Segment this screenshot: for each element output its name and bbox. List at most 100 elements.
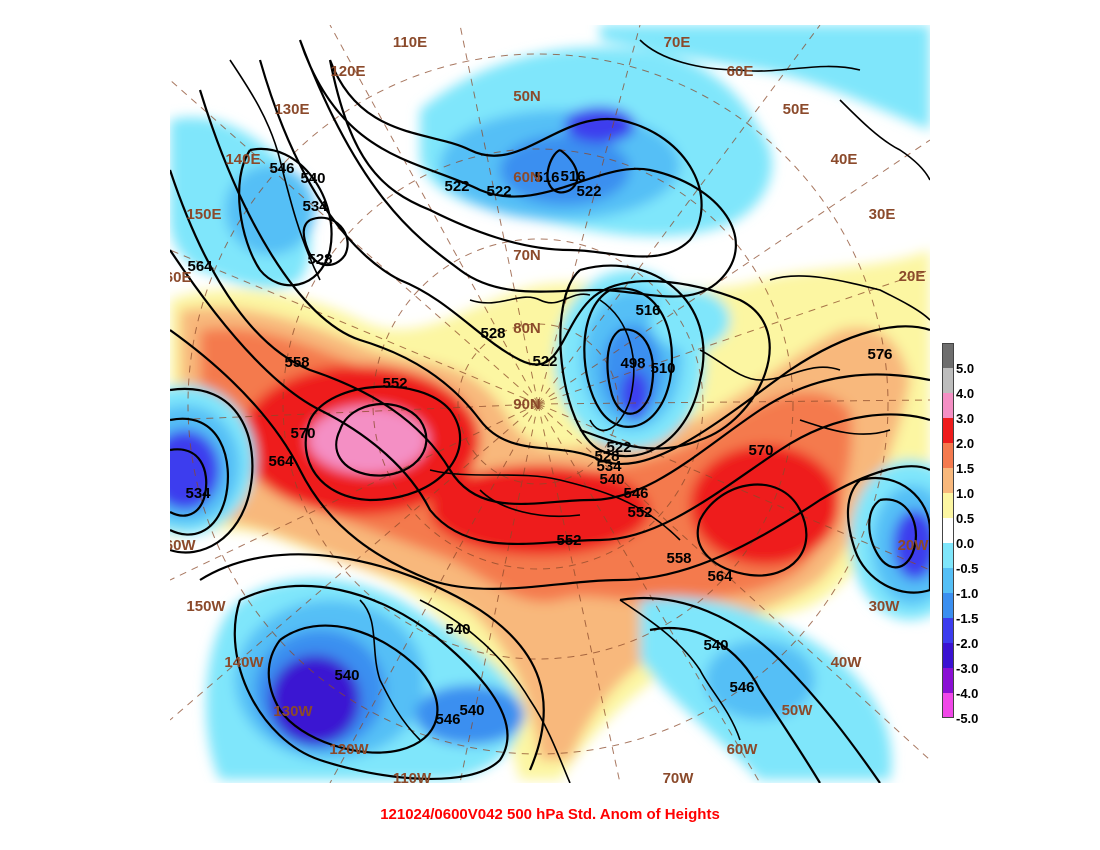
colorbar-swatch [942,343,954,368]
negative-top [600,25,930,130]
colorbar-swatch [942,593,954,618]
lon-label: 20W [898,537,930,554]
colorbar-swatch [942,518,954,543]
lon-label: 70E [664,34,691,51]
contour-label: 528 [307,251,332,268]
contour-label: 546 [435,711,460,728]
contour-label: 522 [486,183,511,200]
contour-label: 528 [594,448,619,465]
map-panel: 546 540 534 528 564 522 522 516 516 522 … [170,25,930,783]
colorbar-swatch [942,418,954,443]
colorbar-label: 0.0 [956,536,975,551]
contour-label: 552 [627,504,652,521]
lon-label: 40E [831,151,858,168]
colorbar-label: 0.5 [956,511,975,526]
colorbar-label: -5.0 [956,711,979,726]
colorbar-label: -1.5 [956,611,979,626]
contour-label: 522 [576,183,601,200]
contour-label: 522 [532,353,557,370]
lon-label: 140W [224,654,264,671]
lon-label: 130W [273,703,313,720]
contour-label: 534 [185,485,211,502]
lon-label: 110W [393,770,432,783]
colorbar-label: 1.0 [956,486,975,501]
contour-label: 546 [269,160,294,177]
contour-label: 540 [459,702,484,719]
lon-label: 120W [329,741,369,758]
colorbar-swatch [942,493,954,518]
lon-label: 150W [186,598,226,615]
lon-label: 110E [393,34,427,51]
contour-label: 546 [623,485,648,502]
lon-label: 160W [170,537,196,554]
lon-label: 120E [330,63,365,80]
lon-label: 50W [782,702,814,719]
contour-label: 564 [707,568,733,585]
colorbar-swatch [942,668,954,693]
lon-label: 20E [899,268,926,285]
lon-label: 30E [869,206,896,223]
colorbar-label: 5.0 [956,361,975,376]
contour-label: 558 [666,550,691,567]
colorbar-label: -0.5 [956,561,979,576]
contour-label: 546 [729,679,754,696]
geo-labels: 110E 120E 130E 140E 150E 160E 70E 60E 50… [170,34,929,783]
contour-label: 516 [635,302,660,319]
colorbar-swatch [942,543,954,568]
height-anomaly-map: 546 540 534 528 564 522 522 516 516 522 … [170,25,930,783]
colorbar-swatch [942,643,954,668]
contour-label: 564 [268,453,294,470]
lat-label: 50N [513,88,541,105]
colorbar-swatch [942,618,954,643]
contour-label: 540 [599,471,624,488]
lon-label: 150E [186,206,221,223]
colorbar-label: 1.5 [956,461,975,476]
colorbar-label: -4.0 [956,686,979,701]
lat-label: 80N [513,320,541,337]
lon-label: 160E [170,269,192,286]
contour-label: 540 [334,667,359,684]
lat-label: 60N [513,169,541,186]
contour-label: 570 [748,442,773,459]
contour-label: 564 [187,258,213,275]
map-caption: 121024/0600V042 500 hPa Std. Anom of Hei… [380,806,720,823]
colorbar-swatch [942,568,954,593]
contour-label: 534 [302,198,328,215]
colorbar-swatch [942,368,954,393]
contour-label: 516 [560,168,585,185]
colorbar-label: 3.0 [956,411,975,426]
lat-label: 70N [513,247,541,264]
coastlines [229,39,930,783]
lon-label: 130E [274,101,309,118]
contour-label: 510 [650,360,675,377]
contour-label: 528 [480,325,505,342]
colorbar-label: -2.0 [956,636,979,651]
lon-label: 70W [663,770,695,783]
colorbar-label: 4.0 [956,386,975,401]
lon-label: 60E [727,63,754,80]
contour-label: 540 [445,621,470,638]
contour-label: 540 [300,170,325,187]
lon-label: 30W [869,598,901,615]
colorbar-swatch [942,393,954,418]
lon-label: 60W [727,741,759,758]
contour-labels: 546 540 534 528 564 522 522 516 516 522 … [185,160,892,728]
colorbar-label: -1.0 [956,586,979,601]
colorbar-label: 2.0 [956,436,975,451]
lon-label: 140E [225,151,260,168]
contour-label: 558 [284,354,309,371]
contour-label: 552 [382,375,407,392]
lat-label: 90N [513,396,541,413]
lon-label: 40W [831,654,863,671]
contour-label: 576 [867,346,892,363]
contour-label: 570 [290,425,315,442]
contour-label: 540 [703,637,728,654]
contour-label: 522 [606,439,631,456]
colorbar-swatch [942,443,954,468]
height-contours [170,39,930,783]
lon-label: 50E [783,101,810,118]
colorbar-label: -3.0 [956,661,979,676]
colorbar-swatch [942,693,954,718]
colorbar-frame [942,343,954,718]
contour-label: 552 [556,532,581,549]
